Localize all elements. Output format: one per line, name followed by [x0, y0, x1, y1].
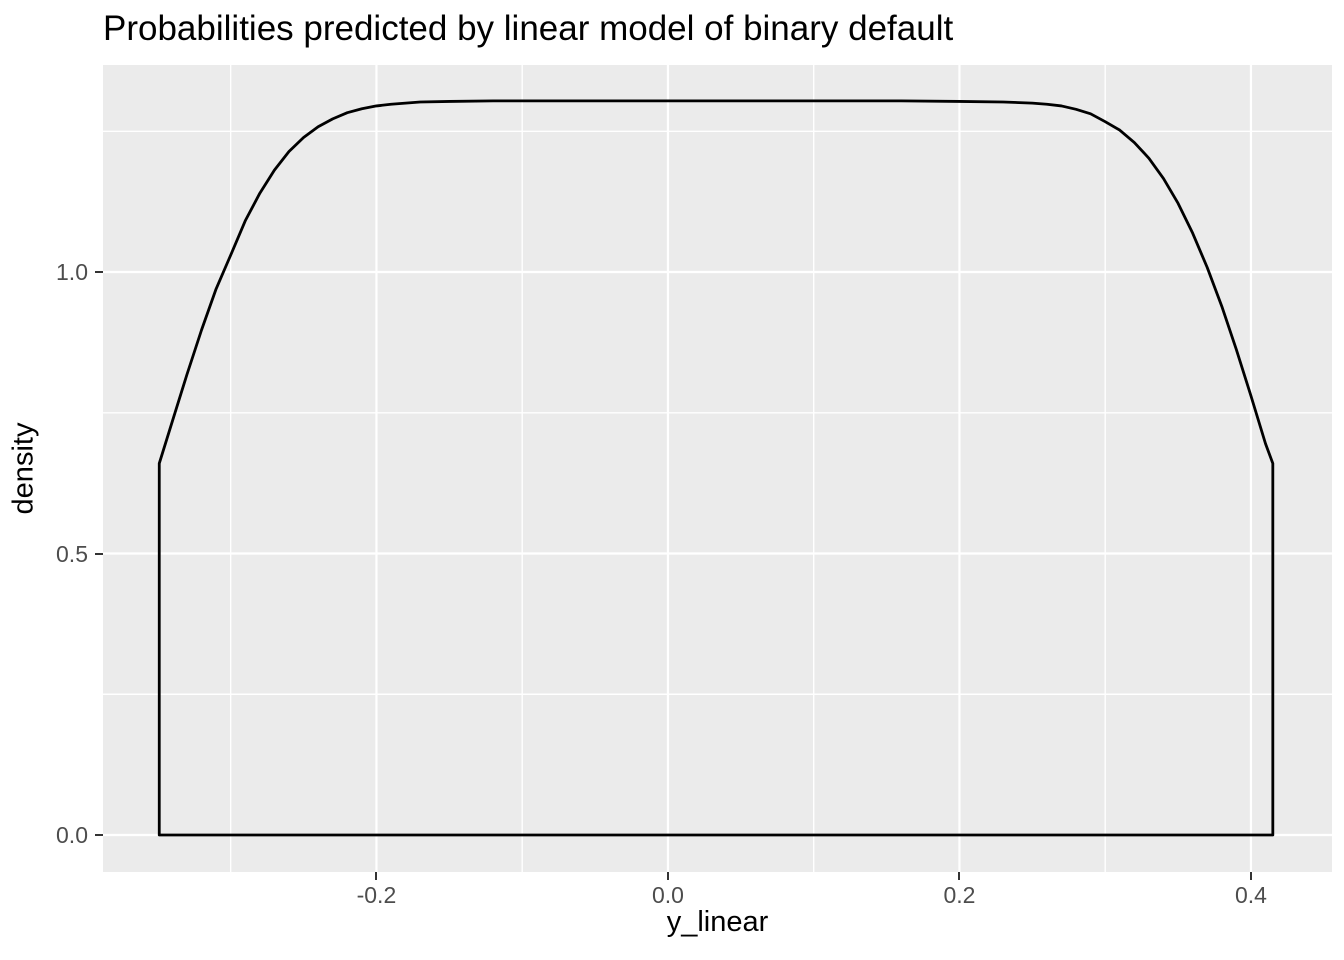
x-axis-title: y_linear	[666, 906, 769, 938]
y-axis-title: density	[7, 422, 40, 515]
y-tick-mark	[95, 834, 103, 836]
y-axis-title-box: density	[4, 65, 44, 872]
chart-svg	[103, 65, 1332, 872]
x-tick-mark	[1249, 872, 1252, 880]
y-tick-mark	[95, 552, 103, 555]
y-tick-mark	[95, 271, 103, 273]
x-tick-label: 0.4	[1234, 882, 1267, 908]
plot-title: Probabilities predicted by linear model …	[103, 9, 954, 48]
x-tick-mark	[958, 872, 961, 880]
x-tick-mark	[666, 872, 669, 880]
x-tick-label: 0.0	[651, 882, 684, 908]
y-tick-label: 0.5	[56, 540, 88, 567]
x-tick-label: 0.2	[943, 882, 976, 908]
plot-panel	[103, 65, 1332, 872]
x-tick-mark	[375, 872, 378, 880]
y-tick-label: 0.0	[56, 822, 88, 848]
y-tick-label: 1.0	[56, 259, 88, 285]
x-tick-label: -0.2	[356, 882, 397, 908]
density-curve	[157, 99, 1275, 837]
